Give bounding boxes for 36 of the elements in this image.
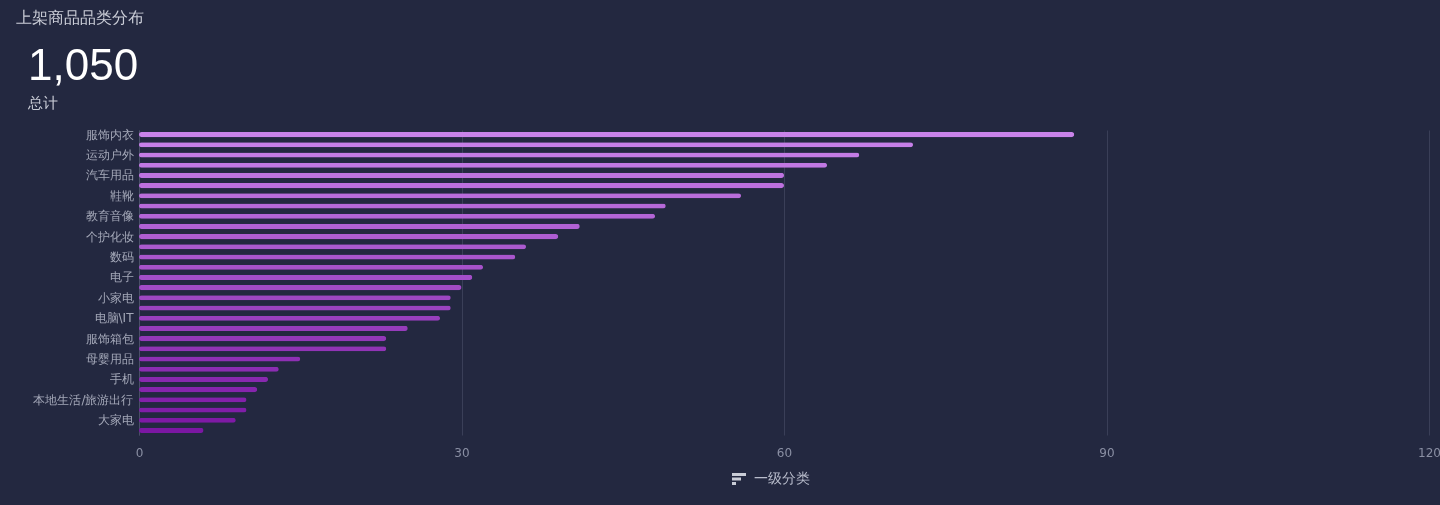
y-tick-label: 服饰内衣 <box>85 127 134 142</box>
y-tick-label: 个护化妆 <box>85 229 134 244</box>
bar <box>139 172 784 178</box>
x-tick-label: 30 <box>454 445 470 460</box>
y-tick-label: 数码 <box>109 250 134 264</box>
bar <box>139 285 462 291</box>
y-tick-label: 电子 <box>109 270 134 285</box>
chart-title: 上架商品品类分布 <box>16 8 144 29</box>
y-tick-label: 小家电 <box>97 290 134 305</box>
y-tick-label: 大家电 <box>97 413 134 428</box>
y-tick-label: 汽车用品 <box>85 168 134 183</box>
text: 1,050 <box>28 40 139 90</box>
x-tick-label: 60 <box>776 445 793 460</box>
bar <box>139 387 258 393</box>
bar <box>139 183 784 189</box>
x-tick-label: 90 <box>1099 445 1115 460</box>
y-tick-label: 鞋靴 <box>109 188 134 203</box>
bar <box>139 223 580 229</box>
y-tick-label: 手机 <box>109 372 134 387</box>
x-axis-title: 一级分类 <box>754 470 810 488</box>
text: 总计 <box>28 94 58 113</box>
y-tick-label: 运动户外 <box>85 147 134 162</box>
bar <box>139 376 268 382</box>
bar <box>139 325 408 331</box>
y-tick-label: 母婴用品 <box>85 352 134 367</box>
bar <box>139 234 559 240</box>
y-tick-label: 教育音像 <box>85 209 134 224</box>
bar <box>139 274 473 280</box>
y-tick-label: 本地生活/旅游出行 <box>33 392 134 407</box>
bar <box>139 336 387 342</box>
bar <box>139 132 1075 138</box>
x-tick-label: 0 <box>135 445 144 460</box>
y-tick-label: 电脑\IT <box>94 311 135 326</box>
x-tick-label: 120 <box>1418 445 1440 460</box>
bar <box>139 427 204 433</box>
y-tick-label: 服饰箱包 <box>85 331 134 346</box>
